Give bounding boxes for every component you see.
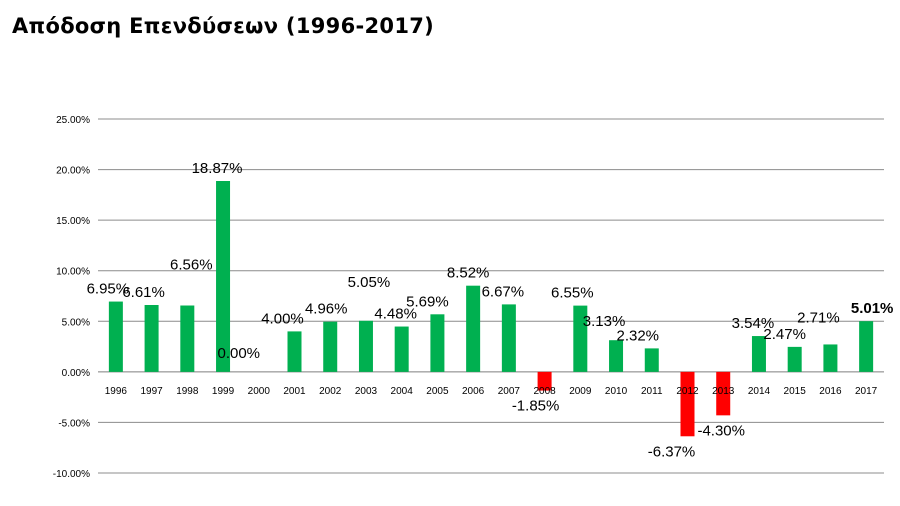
y-tick-label: 15.00% (56, 216, 90, 227)
x-tick-label: 2003 (355, 386, 378, 397)
y-tick-label: 10.00% (56, 267, 90, 278)
bar-2017 (859, 321, 874, 372)
data-label: 2.47% (763, 326, 806, 343)
data-label: 4.48% (374, 306, 417, 323)
bar-1998 (180, 305, 195, 372)
x-tick-label: 2013 (712, 386, 735, 397)
data-label: 2.71% (797, 309, 840, 326)
data-label: 0.00% (217, 345, 260, 362)
x-tick-label: 2009 (569, 386, 592, 397)
data-label: 6.55% (551, 285, 594, 302)
x-tick-label: 2016 (819, 386, 842, 397)
data-label: 4.00% (261, 310, 304, 327)
bars (108, 181, 874, 437)
data-label: -6.37% (648, 443, 696, 460)
bar-2016 (823, 344, 838, 372)
x-tick-label: 1996 (105, 386, 128, 397)
data-label: 5.69% (406, 293, 449, 310)
x-tick-label: 2015 (784, 386, 807, 397)
data-label: 6.95% (87, 281, 130, 298)
bar-2010 (609, 340, 624, 372)
data-label: -1.85% (512, 398, 560, 415)
data-labels: 6.95%6.61% 6.56% 18.87% 0.00% 4.00%4.96%5.05… (87, 160, 894, 460)
x-tick-label: 2006 (462, 386, 485, 397)
bar-2001 (287, 331, 302, 372)
data-label: 2.32% (616, 327, 659, 344)
x-tick-label: 2011 (641, 386, 663, 397)
y-tick-label: -10.00% (53, 469, 90, 480)
bar-2006 (466, 285, 481, 372)
x-tick-label: 2014 (748, 386, 771, 397)
y-tick-label: 20.00% (56, 166, 90, 177)
x-tick-label: 2012 (676, 386, 699, 397)
data-label: 6.67% (482, 283, 525, 300)
y-axis-tick-labels: 25.00% 20.00% 15.00% 10.00% 5.00% 0.00% -5.00%… (53, 115, 90, 480)
x-tick-label: 2005 (426, 386, 449, 397)
y-tick-label: 0.00% (62, 368, 90, 379)
bar-2003 (358, 320, 373, 372)
x-tick-label: 2007 (498, 386, 521, 397)
bar-2012 (680, 371, 695, 437)
bar-2009 (573, 305, 588, 372)
bar-1999 (216, 181, 231, 372)
data-label: 3.54% (732, 315, 775, 332)
bar-2005 (430, 314, 445, 372)
bar-2007 (501, 304, 516, 372)
data-label: -4.30% (697, 422, 745, 439)
data-label: 6.61% (122, 284, 165, 301)
bar-2013 (716, 371, 731, 416)
data-label: 6.56% (170, 257, 213, 274)
bar-2015 (787, 346, 802, 372)
x-axis-tick-labels: 1996 1997 1998 1999 2000 2001 2002 2003 2004 2005… (105, 386, 878, 397)
bar-2011 (644, 348, 659, 372)
data-label: 3.13% (583, 313, 626, 330)
data-label: 18.87% (192, 160, 243, 177)
bar-1996 (108, 301, 123, 372)
data-label: 8.52% (447, 265, 490, 282)
bar-2004 (394, 326, 409, 372)
page-title: Απόδοση Επενδύσεων (1996-2017) (12, 14, 435, 38)
data-label: 5.05% (348, 274, 391, 291)
y-tick-label: 25.00% (56, 115, 90, 126)
x-tick-label: 1998 (176, 386, 199, 397)
x-tick-label: 2002 (319, 386, 342, 397)
data-label: 5.01% (851, 300, 894, 317)
x-tick-label: 2017 (855, 386, 878, 397)
bar-1997 (144, 305, 159, 372)
bar-2008 (537, 371, 552, 391)
y-tick-label: 5.00% (62, 317, 90, 328)
data-label: 4.96% (305, 301, 348, 318)
x-tick-label: 2010 (605, 386, 628, 397)
x-tick-label: 2001 (283, 386, 306, 397)
x-tick-label: 1997 (140, 386, 163, 397)
x-tick-label: 2004 (391, 386, 414, 397)
bar-2002 (323, 321, 338, 372)
y-tick-label: -5.00% (58, 418, 90, 429)
x-tick-label: 2000 (248, 386, 271, 397)
x-tick-label: 1999 (212, 386, 235, 397)
x-tick-label: 2008 (533, 386, 556, 397)
bar-2014 (751, 336, 766, 372)
